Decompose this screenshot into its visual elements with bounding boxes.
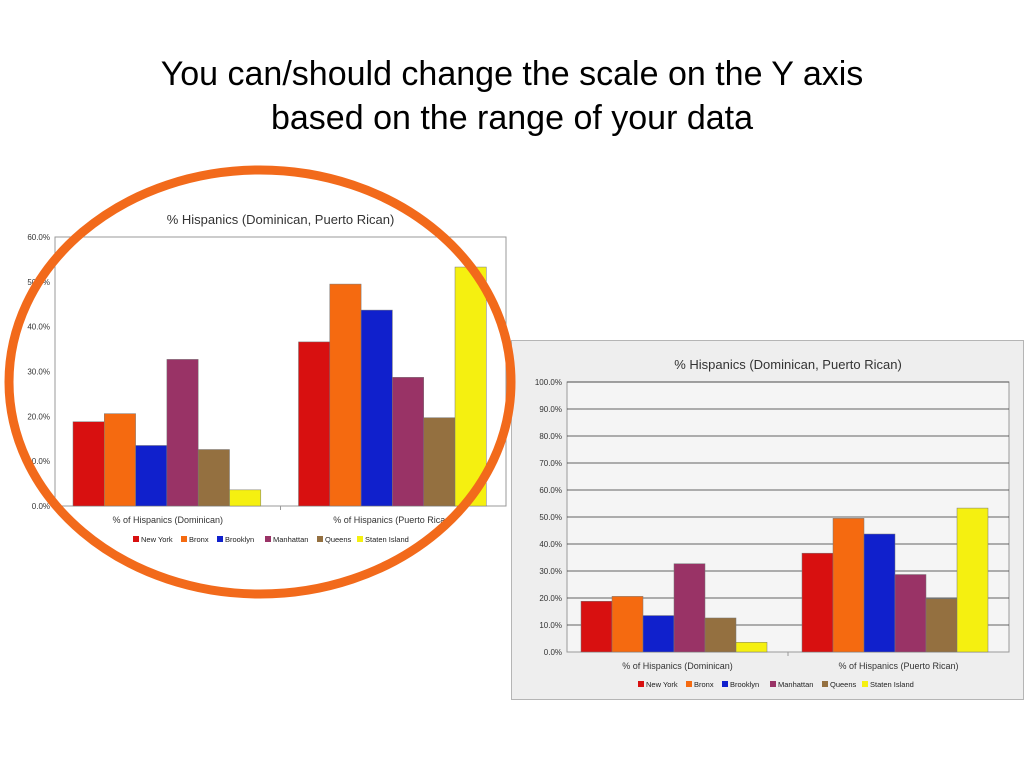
left-chart-ytick-label: 40.0% <box>27 323 50 332</box>
left-chart-bar-brooklyn-1 <box>360 309 393 507</box>
slide-title: You can/should change the scale on the Y… <box>0 52 1024 140</box>
left-chart-legend-swatch <box>217 536 223 542</box>
left-chart-ytick-label: 30.0% <box>27 368 50 377</box>
right-chart-bar-brooklyn-1 <box>863 533 896 653</box>
left-chart-ytick-label: 10.0% <box>27 457 50 466</box>
right-chart-bar-manhattan-0 <box>673 563 706 653</box>
right-chart-legend-swatch <box>638 681 644 687</box>
right-chart-ytick-label: 10.0% <box>539 621 562 630</box>
chart-right-100-percent-scale: % Hispanics (Dominican, Puerto Rican) 0.0… <box>511 340 1024 700</box>
left-chart-legend-swatch <box>133 536 139 542</box>
right-chart-ytick-label: 20.0% <box>539 594 562 603</box>
left-chart-ytick-label: 0.0% <box>32 502 50 511</box>
right-chart-ytick-label: 90.0% <box>539 405 562 414</box>
left-chart-legend-swatch <box>181 536 187 542</box>
right-chart-legend-swatch <box>862 681 868 687</box>
right-chart-legend-label: Brooklyn <box>730 680 759 689</box>
right-chart-legend-label: Manhattan <box>778 680 813 689</box>
slide-title-line-1: You can/should change the scale on the Y… <box>160 55 864 93</box>
left-chart-title: % Hispanics (Dominican, Puerto Rican) <box>167 212 395 227</box>
right-chart-legend-swatch <box>722 681 728 687</box>
right-chart-bar-queens-0 <box>704 617 737 653</box>
right-chart-bar-staten-island-0 <box>735 642 768 653</box>
slide-title-line-2: based on the range of your data <box>270 99 754 137</box>
right-chart-bar-new-york-1 <box>801 552 834 653</box>
right-chart-legend-swatch <box>770 681 776 687</box>
left-chart-bar-bronx-0 <box>104 413 136 507</box>
left-chart-legend-swatch <box>357 536 363 542</box>
right-chart-bar-brooklyn-0 <box>642 615 675 653</box>
right-chart-title: % Hispanics (Dominican, Puerto Rican) <box>674 357 902 372</box>
left-chart-bar-brooklyn-0 <box>135 445 168 507</box>
right-chart-bar-new-york-0 <box>580 600 613 653</box>
right-chart-legend-label: Staten Island <box>870 680 914 689</box>
right-chart-bar-bronx-0 <box>611 596 644 653</box>
left-chart-legend-label: Staten Island <box>365 535 409 544</box>
right-chart-ytick-label: 80.0% <box>539 432 562 441</box>
right-chart-category-label: % of Hispanics (Puerto Rican) <box>838 661 958 671</box>
left-chart-legend-swatch <box>265 536 271 542</box>
right-chart-bar-manhattan-1 <box>894 574 927 653</box>
right-chart-legend-swatch <box>822 681 828 687</box>
left-chart-bar-new-york-1 <box>298 341 331 507</box>
left-chart-ytick-label: 60.0% <box>27 233 50 242</box>
left-chart-bar-queens-0 <box>197 449 230 507</box>
left-chart-ytick-label: 20.0% <box>27 412 50 421</box>
right-chart-legend-label: Queens <box>830 680 857 689</box>
chart-left-60-percent-scale: % Hispanics (Dominican, Puerto Rican) 0.0… <box>27 212 507 544</box>
left-chart-bar-manhattan-1 <box>392 377 424 507</box>
right-chart-ytick-label: 40.0% <box>539 540 562 549</box>
left-chart-bar-queens-1 <box>423 417 456 507</box>
right-chart-ytick-label: 0.0% <box>544 648 562 657</box>
left-chart-bar-manhattan-0 <box>166 359 199 507</box>
right-chart-bar-staten-island-1 <box>956 507 989 653</box>
right-chart-legend-swatch <box>686 681 692 687</box>
left-chart-bar-bronx-1 <box>329 283 362 507</box>
left-chart-legend-label: Queens <box>325 535 352 544</box>
right-chart-ytick-label: 50.0% <box>539 513 562 522</box>
right-chart-ytick-label: 60.0% <box>539 486 562 495</box>
right-chart-legend-label: New York <box>646 680 678 689</box>
left-chart-legend-label: New York <box>141 535 173 544</box>
right-chart-ytick-label: 30.0% <box>539 567 562 576</box>
right-chart-ytick-label: 100.0% <box>535 378 562 387</box>
left-chart-legend-label: Brooklyn <box>225 535 254 544</box>
left-chart-bar-staten-island-0 <box>229 489 262 507</box>
right-chart-bar-queens-1 <box>925 598 958 653</box>
right-chart-legend-label: Bronx <box>694 680 714 689</box>
left-chart-category-label: % of Hispanics (Dominican) <box>112 515 223 525</box>
left-chart-bar-staten-island-1 <box>454 266 487 507</box>
left-chart-legend-swatch <box>317 536 323 542</box>
left-chart-ytick-label: 50.0% <box>27 278 50 287</box>
left-chart-legend-label: Manhattan <box>273 535 308 544</box>
right-chart-category-label: % of Hispanics (Dominican) <box>622 661 733 671</box>
left-chart-bar-new-york-0 <box>72 421 105 507</box>
left-chart-category-label: % of Hispanics (Puerto Rican) <box>333 515 453 525</box>
left-chart-legend-label: Bronx <box>189 535 209 544</box>
right-chart-bar-bronx-1 <box>832 518 865 653</box>
right-chart-ytick-label: 70.0% <box>539 459 562 468</box>
